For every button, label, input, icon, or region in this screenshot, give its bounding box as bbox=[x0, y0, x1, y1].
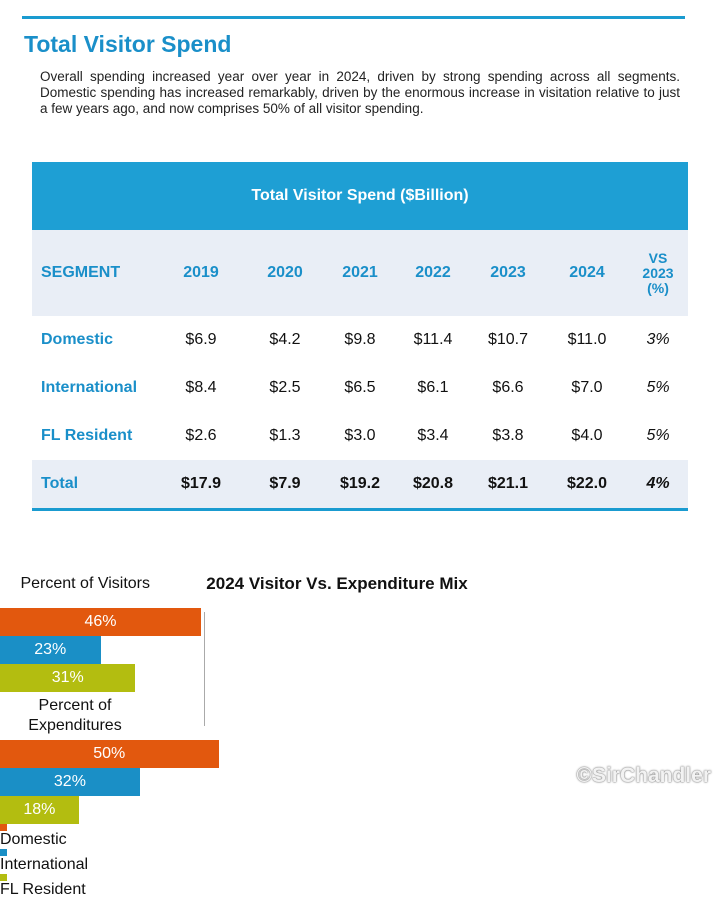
category-label: Percent of Visitors bbox=[20, 575, 150, 592]
chart-title: 2024 Visitor Vs. Expenditure Mix bbox=[206, 574, 468, 593]
value-label: 50% bbox=[93, 745, 126, 762]
value-label: 46% bbox=[84, 613, 117, 630]
table-title-band: Total Visitor Spend ($Billion) bbox=[32, 162, 688, 230]
table-cell: 5% bbox=[646, 379, 670, 396]
table-cell: $3.0 bbox=[344, 427, 376, 444]
table-cell: $11.4 bbox=[413, 331, 453, 348]
category-axis bbox=[204, 612, 205, 726]
header-cell: 2024 bbox=[569, 264, 605, 281]
intro-text: Overall spending increased year over yea… bbox=[40, 69, 680, 116]
table-cell: $4.0 bbox=[571, 427, 603, 444]
table-cell: $19.2 bbox=[339, 475, 381, 492]
table-cell: $6.6 bbox=[492, 379, 524, 396]
legend-label: International bbox=[0, 856, 89, 873]
page-title: Total Visitor Spend bbox=[24, 31, 232, 57]
value-label: 18% bbox=[23, 801, 56, 818]
value-label: 31% bbox=[51, 669, 84, 686]
header-cell: 2022 bbox=[415, 264, 451, 281]
bar-segment: 46% bbox=[0, 608, 202, 636]
bar-segment: 50% bbox=[0, 740, 219, 768]
value-label: 23% bbox=[34, 641, 67, 658]
header-cell: 2021 bbox=[342, 264, 378, 281]
row-label: Total bbox=[41, 475, 79, 492]
bar-segment: 18% bbox=[0, 796, 79, 824]
bar-segment: 32% bbox=[0, 768, 140, 796]
table-cell: $1.3 bbox=[269, 427, 301, 444]
row-label: Domestic bbox=[41, 331, 114, 348]
spend-table: Total Visitor Spend ($Billion) SEGMENT 20… bbox=[32, 162, 688, 511]
table-cell: $7.0 bbox=[571, 379, 603, 396]
header-cell: 2020 bbox=[267, 264, 303, 281]
mix-chart: 2024 Visitor Vs. Expenditure Mix Percent… bbox=[0, 560, 727, 898]
table-cell: $7.9 bbox=[269, 475, 301, 492]
table-title: Total Visitor Spend ($Billion) bbox=[251, 187, 469, 204]
page: Total Visitor Spend Overall spending inc… bbox=[0, 16, 727, 898]
table-cell: $9.8 bbox=[344, 331, 376, 348]
header-cell: VS 2023 (%) bbox=[642, 249, 674, 296]
table-cell: $20.8 bbox=[412, 475, 454, 492]
table-cell: $6.1 bbox=[417, 379, 449, 396]
watermark: ©SirChandler bbox=[576, 764, 711, 787]
table-cell: $11.0 bbox=[567, 331, 607, 348]
table-cell: $2.6 bbox=[185, 427, 217, 444]
header-cell: 2023 bbox=[490, 264, 526, 281]
header-cell: 2019 bbox=[183, 264, 219, 281]
table-cell: $17.9 bbox=[180, 475, 222, 492]
table-cell: $2.5 bbox=[269, 379, 301, 396]
table-cell: $8.4 bbox=[185, 379, 217, 396]
legend-swatch bbox=[0, 874, 7, 881]
table-cell: $3.8 bbox=[492, 427, 524, 444]
category-label: Percent of Expenditures bbox=[28, 697, 122, 734]
legend-label: Domestic bbox=[0, 831, 67, 848]
table-cell: 5% bbox=[646, 427, 670, 444]
table-cell: $22.0 bbox=[566, 475, 608, 492]
total-band bbox=[32, 460, 688, 508]
value-label: 32% bbox=[53, 773, 86, 790]
table-cell: $6.9 bbox=[185, 331, 217, 348]
bar-segment: 31% bbox=[0, 664, 136, 692]
row-label: International bbox=[41, 379, 138, 396]
table-cell: 3% bbox=[646, 331, 670, 348]
table-cell: $3.4 bbox=[417, 427, 449, 444]
top-rule bbox=[22, 16, 685, 19]
row-label: FL Resident bbox=[41, 427, 133, 444]
legend-swatch bbox=[0, 824, 7, 831]
bar-segment: 23% bbox=[0, 636, 101, 664]
table-cell: $21.1 bbox=[487, 475, 529, 492]
header-band bbox=[32, 230, 688, 316]
legend-label: FL Resident bbox=[0, 881, 86, 898]
legend-swatch bbox=[0, 849, 7, 856]
table-cell: $6.5 bbox=[344, 379, 376, 396]
header-cell: SEGMENT bbox=[41, 264, 121, 281]
table-cell: $10.7 bbox=[487, 331, 529, 348]
table-cell: $4.2 bbox=[269, 331, 301, 348]
table-cell: 4% bbox=[646, 475, 670, 492]
